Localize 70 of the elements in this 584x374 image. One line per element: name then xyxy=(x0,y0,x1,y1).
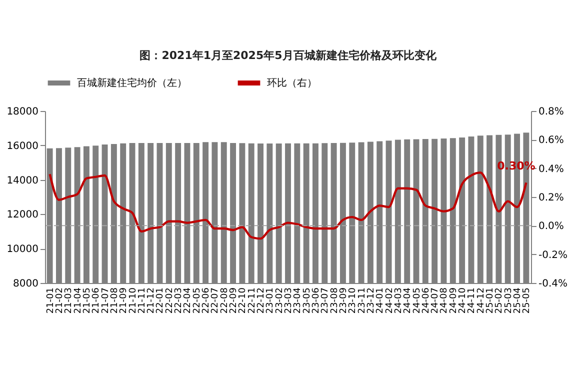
x-tick-label: 22-01 xyxy=(156,288,166,314)
y-tick-label: 8000 xyxy=(13,278,38,290)
x-tick-label: 21-05 xyxy=(82,288,92,314)
x-tick-label: 23-01 xyxy=(266,288,276,314)
x-tick-label: 24-07 xyxy=(430,288,441,314)
x-tick-label: 23-05 xyxy=(302,288,312,314)
legend-label: 环比（右） xyxy=(267,77,317,89)
x-tick-label: 24-02 xyxy=(384,288,395,314)
x-tick-label: 24-06 xyxy=(421,287,432,314)
x-tick-label: 23-08 xyxy=(330,287,340,314)
x-tick-label: 21-10 xyxy=(128,287,138,314)
y2-tick-label: 0.2% xyxy=(538,192,564,204)
x-tick-label: 22-04 xyxy=(183,287,194,314)
y2-tick-label: 0.8% xyxy=(538,106,564,118)
x-tick-label: 24-04 xyxy=(403,287,414,314)
x-tick-label: 22-07 xyxy=(210,288,221,314)
y2-tick-label: 0.0% xyxy=(538,221,564,232)
y-tick-label: 12000 xyxy=(6,210,38,221)
x-tick-label: 21-07 xyxy=(100,288,111,314)
x-tick-label: 22-06 xyxy=(202,287,212,314)
x-tick-label: 23-12 xyxy=(366,288,376,314)
x-tick-label: 21-03 xyxy=(64,288,74,314)
y-tick-label: 14000 xyxy=(6,175,38,186)
x-tick-label: 24-10 xyxy=(458,287,468,314)
x-tick-label: 24-08 xyxy=(440,287,450,314)
y2-tick-label: 0.6% xyxy=(538,135,564,146)
x-tick-label: 22-11 xyxy=(247,288,258,314)
x-tick-label: 24-05 xyxy=(412,288,422,314)
x-tick-label: 23-02 xyxy=(274,288,285,314)
x-tick-label: 25-04 xyxy=(513,287,524,314)
x-tick-label: 21-01 xyxy=(46,288,56,314)
x-tick-label: 24-11 xyxy=(467,288,478,314)
x-tick-label: 23-09 xyxy=(338,287,349,314)
x-tick-label: 22-03 xyxy=(174,288,184,314)
x-tick-label: 21-12 xyxy=(146,288,157,314)
y-tick-label: 10000 xyxy=(6,244,38,256)
x-tick-label: 23-10 xyxy=(348,287,358,314)
chart-title: 图：2021年1月至2025年5月百城新建住宅价格及环比变化 xyxy=(140,49,438,62)
y2-tick-label: -0.4% xyxy=(538,278,568,290)
x-tick-label: 25-02 xyxy=(494,288,505,314)
x-tick-label: 22-02 xyxy=(164,288,175,314)
x-tick-label: 24-09 xyxy=(448,287,459,314)
x-tick-label: 22-12 xyxy=(256,288,267,314)
x-tick-label: 24-12 xyxy=(476,288,486,314)
x-tick-label: 22-05 xyxy=(192,288,202,314)
x-tick-label: 25-03 xyxy=(504,288,514,314)
x-tick-label: 21-02 xyxy=(54,288,65,314)
legend-label: 百城新建住宅均价（左） xyxy=(77,77,187,89)
x-tick-label: 22-08 xyxy=(220,287,230,314)
y2-tick-label: -0.2% xyxy=(538,250,568,261)
x-tick-label: 21-11 xyxy=(137,288,148,314)
x-tick-label: 23-07 xyxy=(320,288,331,314)
y-tick-label: 16000 xyxy=(6,140,38,152)
x-tick-label: 24-01 xyxy=(376,288,386,314)
x-tick-label: 21-08 xyxy=(110,287,120,314)
x-tick-label: 22-09 xyxy=(229,287,240,314)
y2-tick-label: 0.4% xyxy=(538,164,564,175)
x-tick-label: 23-03 xyxy=(284,288,294,314)
x-tick-label: 21-09 xyxy=(119,287,130,314)
y-tick-label: 18000 xyxy=(6,106,38,118)
x-tick-label: 22-10 xyxy=(238,287,248,314)
line-series xyxy=(48,172,528,240)
x-tick-label: 21-04 xyxy=(73,287,84,314)
x-tick-label: 25-01 xyxy=(486,288,496,314)
x-tick-label: 25-05 xyxy=(522,288,532,314)
x-tick-label: 21-06 xyxy=(92,287,102,314)
x-tick-label: 23-11 xyxy=(357,288,368,314)
x-tick-label: 23-06 xyxy=(311,287,322,314)
x-tick-label: 24-03 xyxy=(394,288,404,314)
x-tick-label: 23-04 xyxy=(293,287,304,314)
